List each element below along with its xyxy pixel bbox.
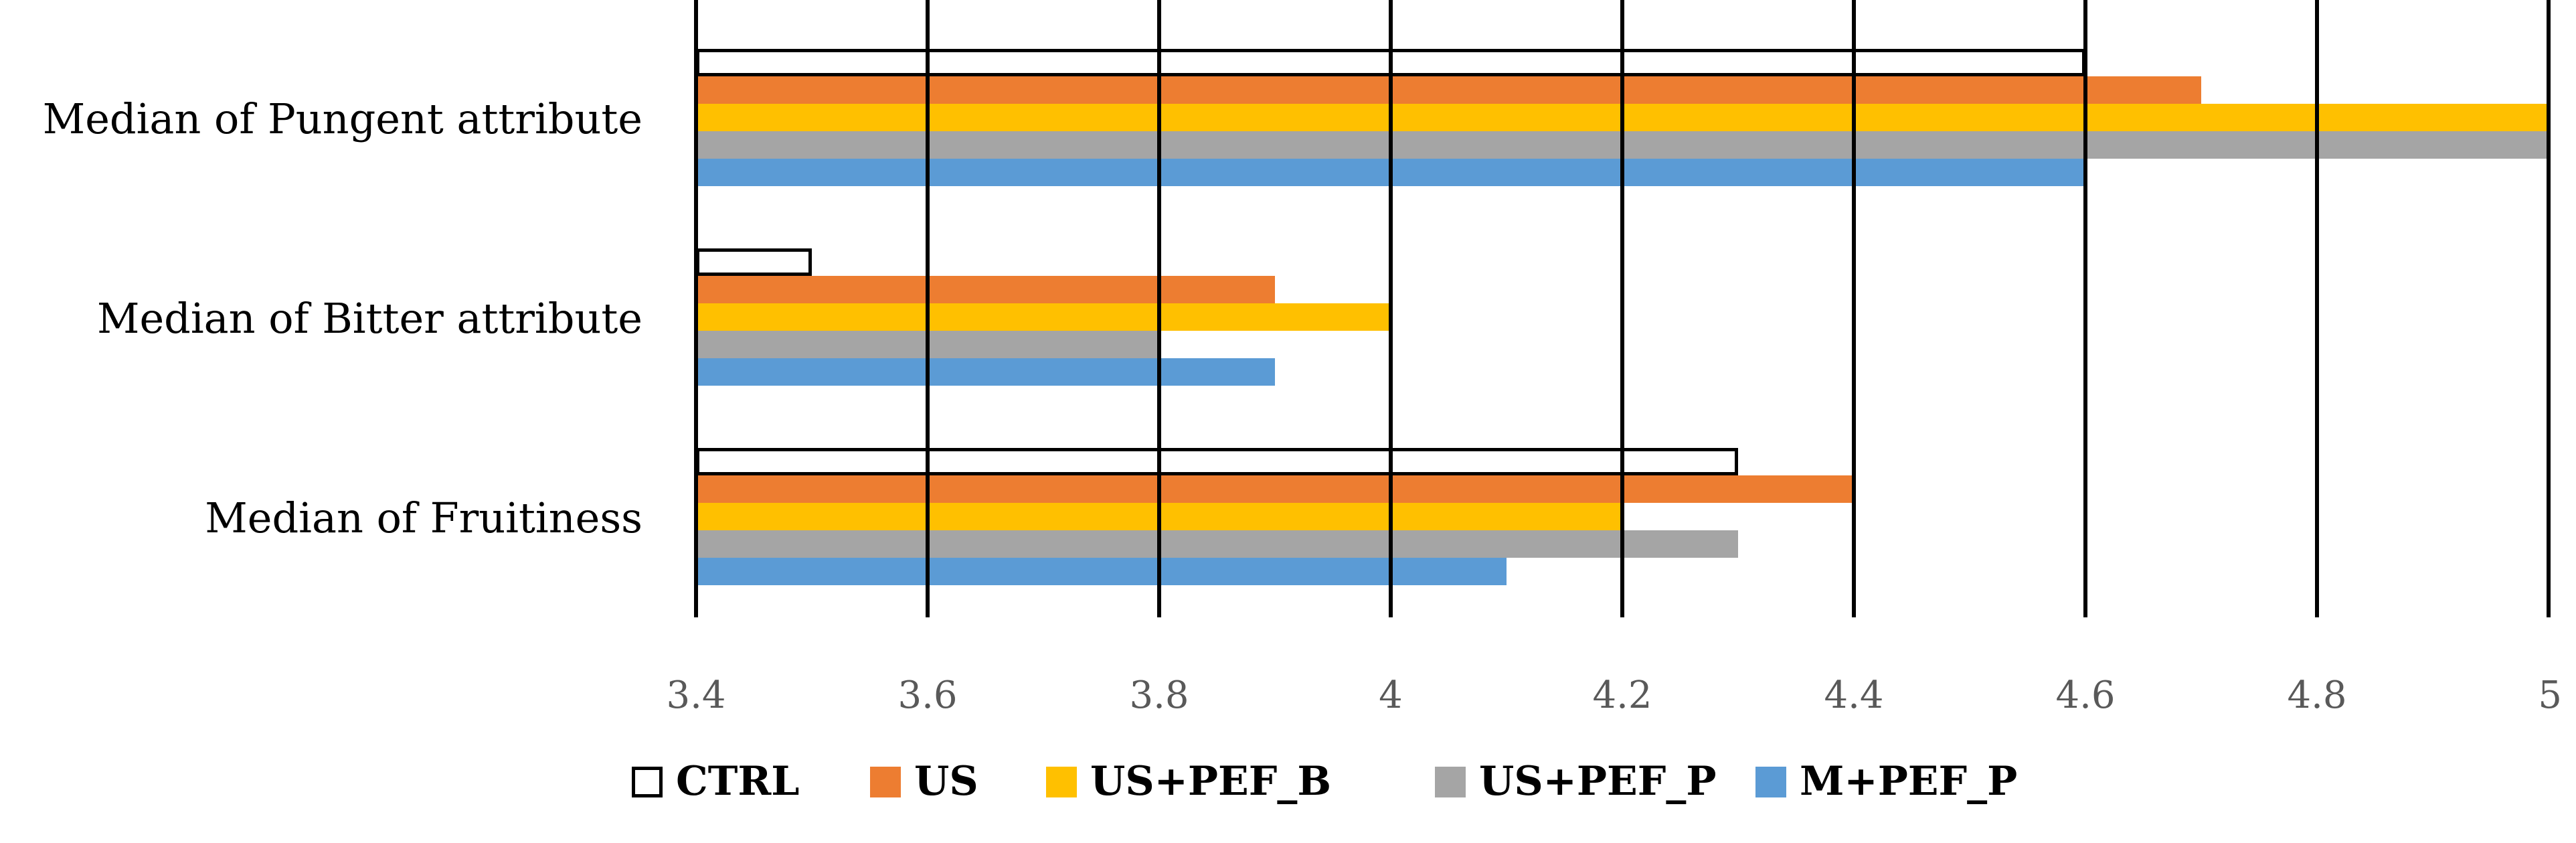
legend-swatch (632, 767, 663, 797)
bar-m-pef-p-2 (696, 358, 1275, 386)
legend-label: US+PEF_B (1090, 758, 1331, 805)
legend-swatch (1435, 767, 1466, 797)
x-tick-label: 3.8 (1129, 674, 1189, 717)
category-label: Median of Fruitiness (205, 493, 642, 542)
category-labels: Median of Pungent attribute Median of Bit… (43, 94, 642, 542)
x-tick-label: 4 (1379, 674, 1403, 717)
tick-labels: 3.4 3.6 3.8 4 4.2 4.4 4.6 4.8 5 (666, 674, 2562, 717)
legend-swatch (1046, 767, 1077, 797)
bar-m-pef-p-3 (696, 558, 1507, 585)
x-tick-label: 3.4 (666, 674, 725, 717)
bar-us-1 (696, 76, 2201, 104)
legend-swatch (870, 767, 901, 797)
legend-label: US (914, 758, 978, 805)
legend-label: CTRL (676, 758, 799, 805)
legend-swatch (1755, 767, 1786, 797)
category-label: Median of Bitter attribute (97, 294, 642, 343)
x-tick-label: 5 (2538, 674, 2562, 717)
bar-us-3 (696, 475, 1854, 503)
category-label: Median of Pungent attribute (43, 94, 642, 143)
x-tick-label: 3.6 (897, 674, 957, 717)
legend: CTRL US US+PEF_B US+PEF_P M+PEF_P (632, 758, 2017, 805)
bar-ctrl-2 (696, 248, 812, 276)
x-tick-label: 4.8 (2287, 674, 2346, 717)
legend-label: US+PEF_P (1479, 758, 1717, 805)
bar-us-pef-p-3 (696, 530, 1738, 558)
x-tick-label: 4.4 (1824, 674, 1883, 717)
legend-label: M+PEF_P (1800, 758, 2017, 805)
x-tick-label: 4.6 (2055, 674, 2115, 717)
bar-us-pef-b-2 (696, 303, 1391, 331)
bar-ctrl-3 (696, 448, 1738, 475)
bar-us-2 (696, 276, 1275, 303)
x-tick-label: 4.2 (1592, 674, 1652, 717)
gridlines (694, 0, 2551, 617)
